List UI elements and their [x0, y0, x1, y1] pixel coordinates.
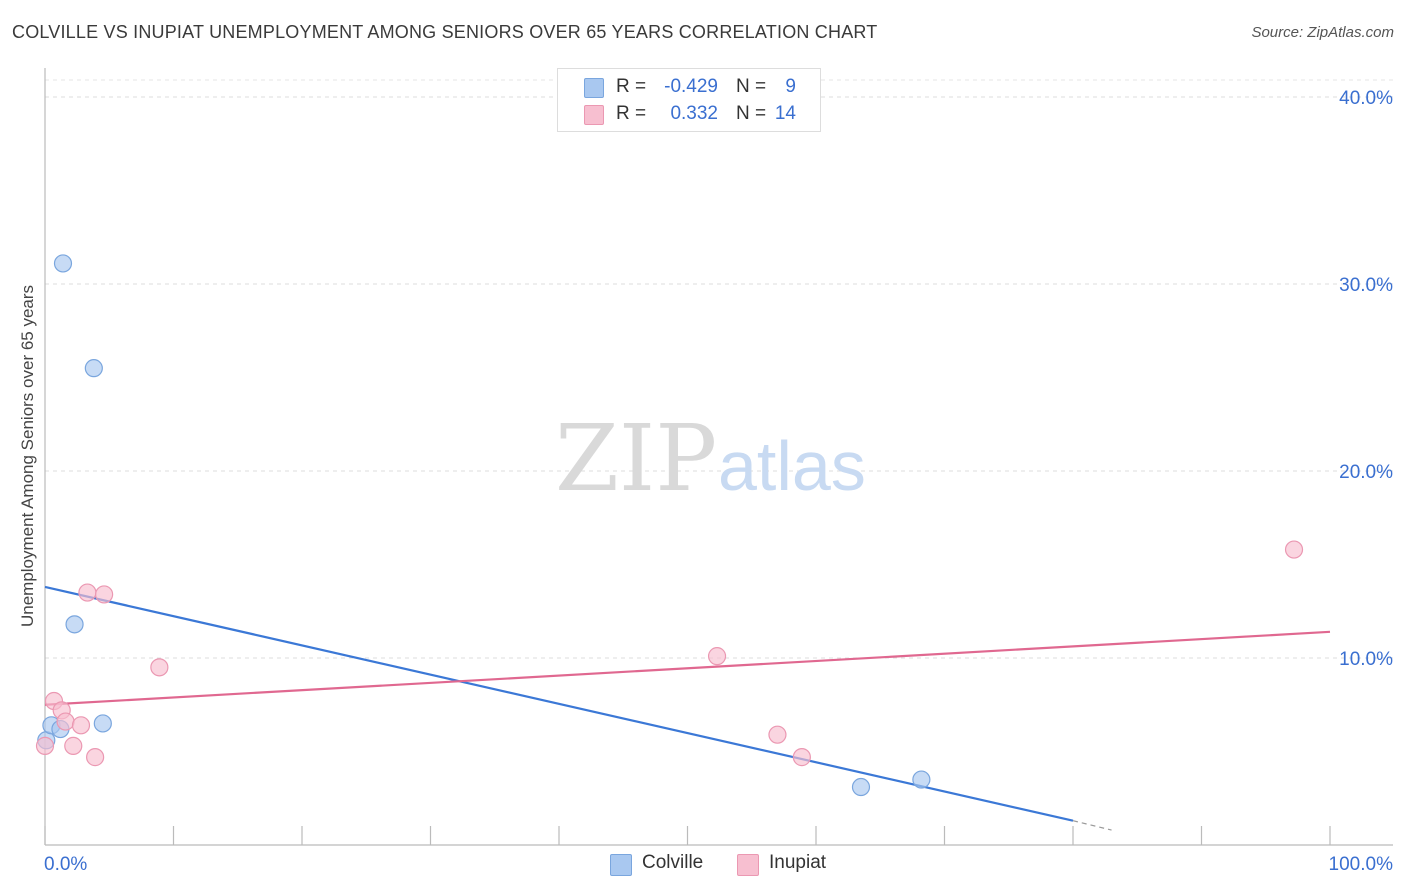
- y-tick-label: 30.0%: [1339, 275, 1393, 296]
- colville-point: [93, 714, 112, 733]
- series-legend: Colville Inupiat: [0, 852, 1406, 876]
- colville-legend-swatch: [610, 854, 632, 876]
- inupiat-trend-line: [44, 630, 1331, 706]
- y-tick-label: 20.0%: [1339, 462, 1393, 483]
- colville-point: [53, 254, 73, 273]
- chart-source: Source: ZipAtlas.com: [1251, 24, 1394, 41]
- inupiat-legend-swatch: [737, 854, 759, 876]
- n-value: 9: [785, 76, 796, 97]
- inupiat-point: [707, 647, 727, 666]
- y-axis-label: Unemployment Among Seniors over 65 years: [18, 284, 37, 628]
- inupiat-point: [56, 712, 75, 731]
- data-points: [35, 254, 1304, 797]
- inupiat-point: [86, 748, 105, 767]
- colville-trend-extension: [1072, 820, 1112, 831]
- colville-trend-line: [44, 585, 1074, 822]
- x-tick-label: 100.0%: [1329, 854, 1394, 875]
- inupiat-point: [35, 736, 55, 755]
- inupiat-point: [95, 585, 114, 604]
- axes: [44, 68, 1393, 846]
- watermark-atlas: atlas: [718, 427, 866, 505]
- watermark: ZIP atlas: [555, 405, 866, 512]
- grid-lines: [45, 79, 1393, 659]
- x-tick-labels: 0.0% 100.0%: [44, 854, 1393, 875]
- colville-swatch: [584, 78, 604, 98]
- colville-point: [851, 777, 871, 797]
- legend-row-colville: R = -0.429 N = 9: [558, 74, 820, 100]
- colville-point: [84, 359, 103, 378]
- correlation-legend: R = -0.429 N = 9 R = 0.332 N = 14: [557, 68, 821, 132]
- n-label: N =: [736, 76, 767, 97]
- inupiat-point: [1284, 540, 1304, 559]
- n-label: N =: [736, 103, 767, 124]
- y-tick-label: 10.0%: [1339, 649, 1393, 670]
- inupiat-point: [792, 748, 811, 767]
- n-value: 14: [774, 103, 796, 124]
- r-value: -0.429: [664, 76, 718, 97]
- inupiat-point: [64, 736, 83, 755]
- inupiat-point: [768, 725, 787, 744]
- y-tick-labels: 10.0% 20.0% 30.0% 40.0%: [1339, 88, 1393, 670]
- x-tick-label: 0.0%: [44, 854, 87, 875]
- inupiat-point: [150, 658, 169, 677]
- inupiat-point: [78, 583, 97, 602]
- inupiat-swatch: [584, 105, 604, 125]
- r-label: R =: [616, 76, 647, 97]
- colville-point: [65, 615, 84, 634]
- r-label: R =: [616, 103, 647, 124]
- chart-title: COLVILLE VS INUPIAT UNEMPLOYMENT AMONG S…: [12, 22, 878, 42]
- colville-point: [912, 770, 931, 789]
- r-value: 0.332: [670, 103, 718, 124]
- colville-legend-label: Colville: [642, 852, 704, 873]
- legend-row-inupiat: R = 0.332 N = 14: [558, 101, 820, 127]
- y-tick-label: 40.0%: [1339, 88, 1393, 109]
- watermark-zip: ZIP: [555, 405, 717, 512]
- inupiat-legend-label: Inupiat: [769, 852, 827, 873]
- trend-lines: [44, 585, 1331, 831]
- inupiat-point: [71, 716, 91, 735]
